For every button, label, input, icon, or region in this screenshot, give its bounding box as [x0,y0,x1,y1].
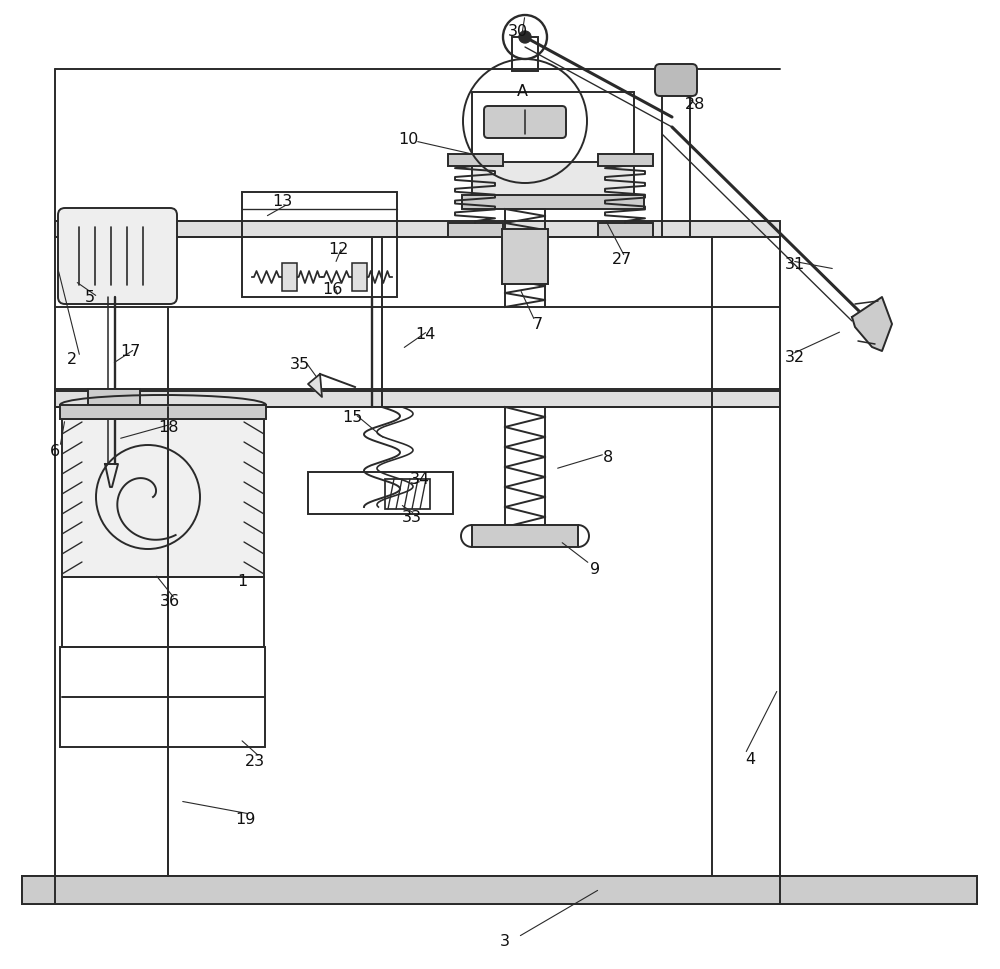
Text: 2: 2 [67,352,77,367]
Bar [88,390,140,408]
Bar [60,406,266,420]
Bar [472,93,634,165]
Text: 15: 15 [342,410,362,425]
Text: 3: 3 [500,933,510,949]
Text: 31: 31 [785,257,805,272]
Text: A: A [516,84,528,100]
Bar [62,420,264,578]
Bar [662,88,690,237]
Text: 27: 27 [612,252,632,267]
Bar [448,155,503,167]
Bar [385,480,430,510]
Bar [448,224,503,237]
Text: 32: 32 [785,350,805,365]
FancyBboxPatch shape [58,208,177,304]
Text: 34: 34 [410,472,430,487]
Text: 7: 7 [533,317,543,332]
Text: 36: 36 [160,594,180,609]
Bar [598,155,653,167]
Text: 19: 19 [235,812,255,827]
Text: 9: 9 [590,562,600,577]
Bar [242,193,397,297]
Bar [462,196,644,209]
Bar [62,578,264,647]
Bar [308,473,453,515]
Text: 33: 33 [402,510,422,525]
Text: 30: 30 [508,24,528,40]
Text: 35: 35 [290,358,310,372]
Polygon shape [308,375,322,397]
Text: 4: 4 [745,752,755,766]
Polygon shape [852,297,892,352]
Bar [472,163,634,198]
Bar [512,38,538,72]
Text: 13: 13 [272,195,292,209]
Text: 28: 28 [685,98,705,112]
Text: 6: 6 [50,444,60,459]
Bar [352,264,367,292]
Circle shape [519,32,531,44]
Text: 17: 17 [120,344,140,359]
Text: 12: 12 [328,242,348,257]
Bar [55,222,780,237]
Text: 8: 8 [603,450,613,465]
Bar [598,224,653,237]
Bar [22,876,977,904]
Bar [282,264,297,292]
FancyBboxPatch shape [655,65,697,97]
Bar [502,230,548,285]
Bar [60,647,265,747]
Text: 10: 10 [398,133,418,147]
Text: 16: 16 [322,282,342,297]
Bar [472,525,578,547]
Bar [55,390,780,408]
FancyBboxPatch shape [484,107,566,139]
Bar [88,406,140,418]
Bar [22,876,977,904]
Text: 23: 23 [245,754,265,768]
Text: 18: 18 [158,421,178,435]
Text: 14: 14 [415,328,435,342]
Text: 5: 5 [85,290,95,305]
Polygon shape [105,464,118,487]
Text: 1: 1 [237,574,247,589]
